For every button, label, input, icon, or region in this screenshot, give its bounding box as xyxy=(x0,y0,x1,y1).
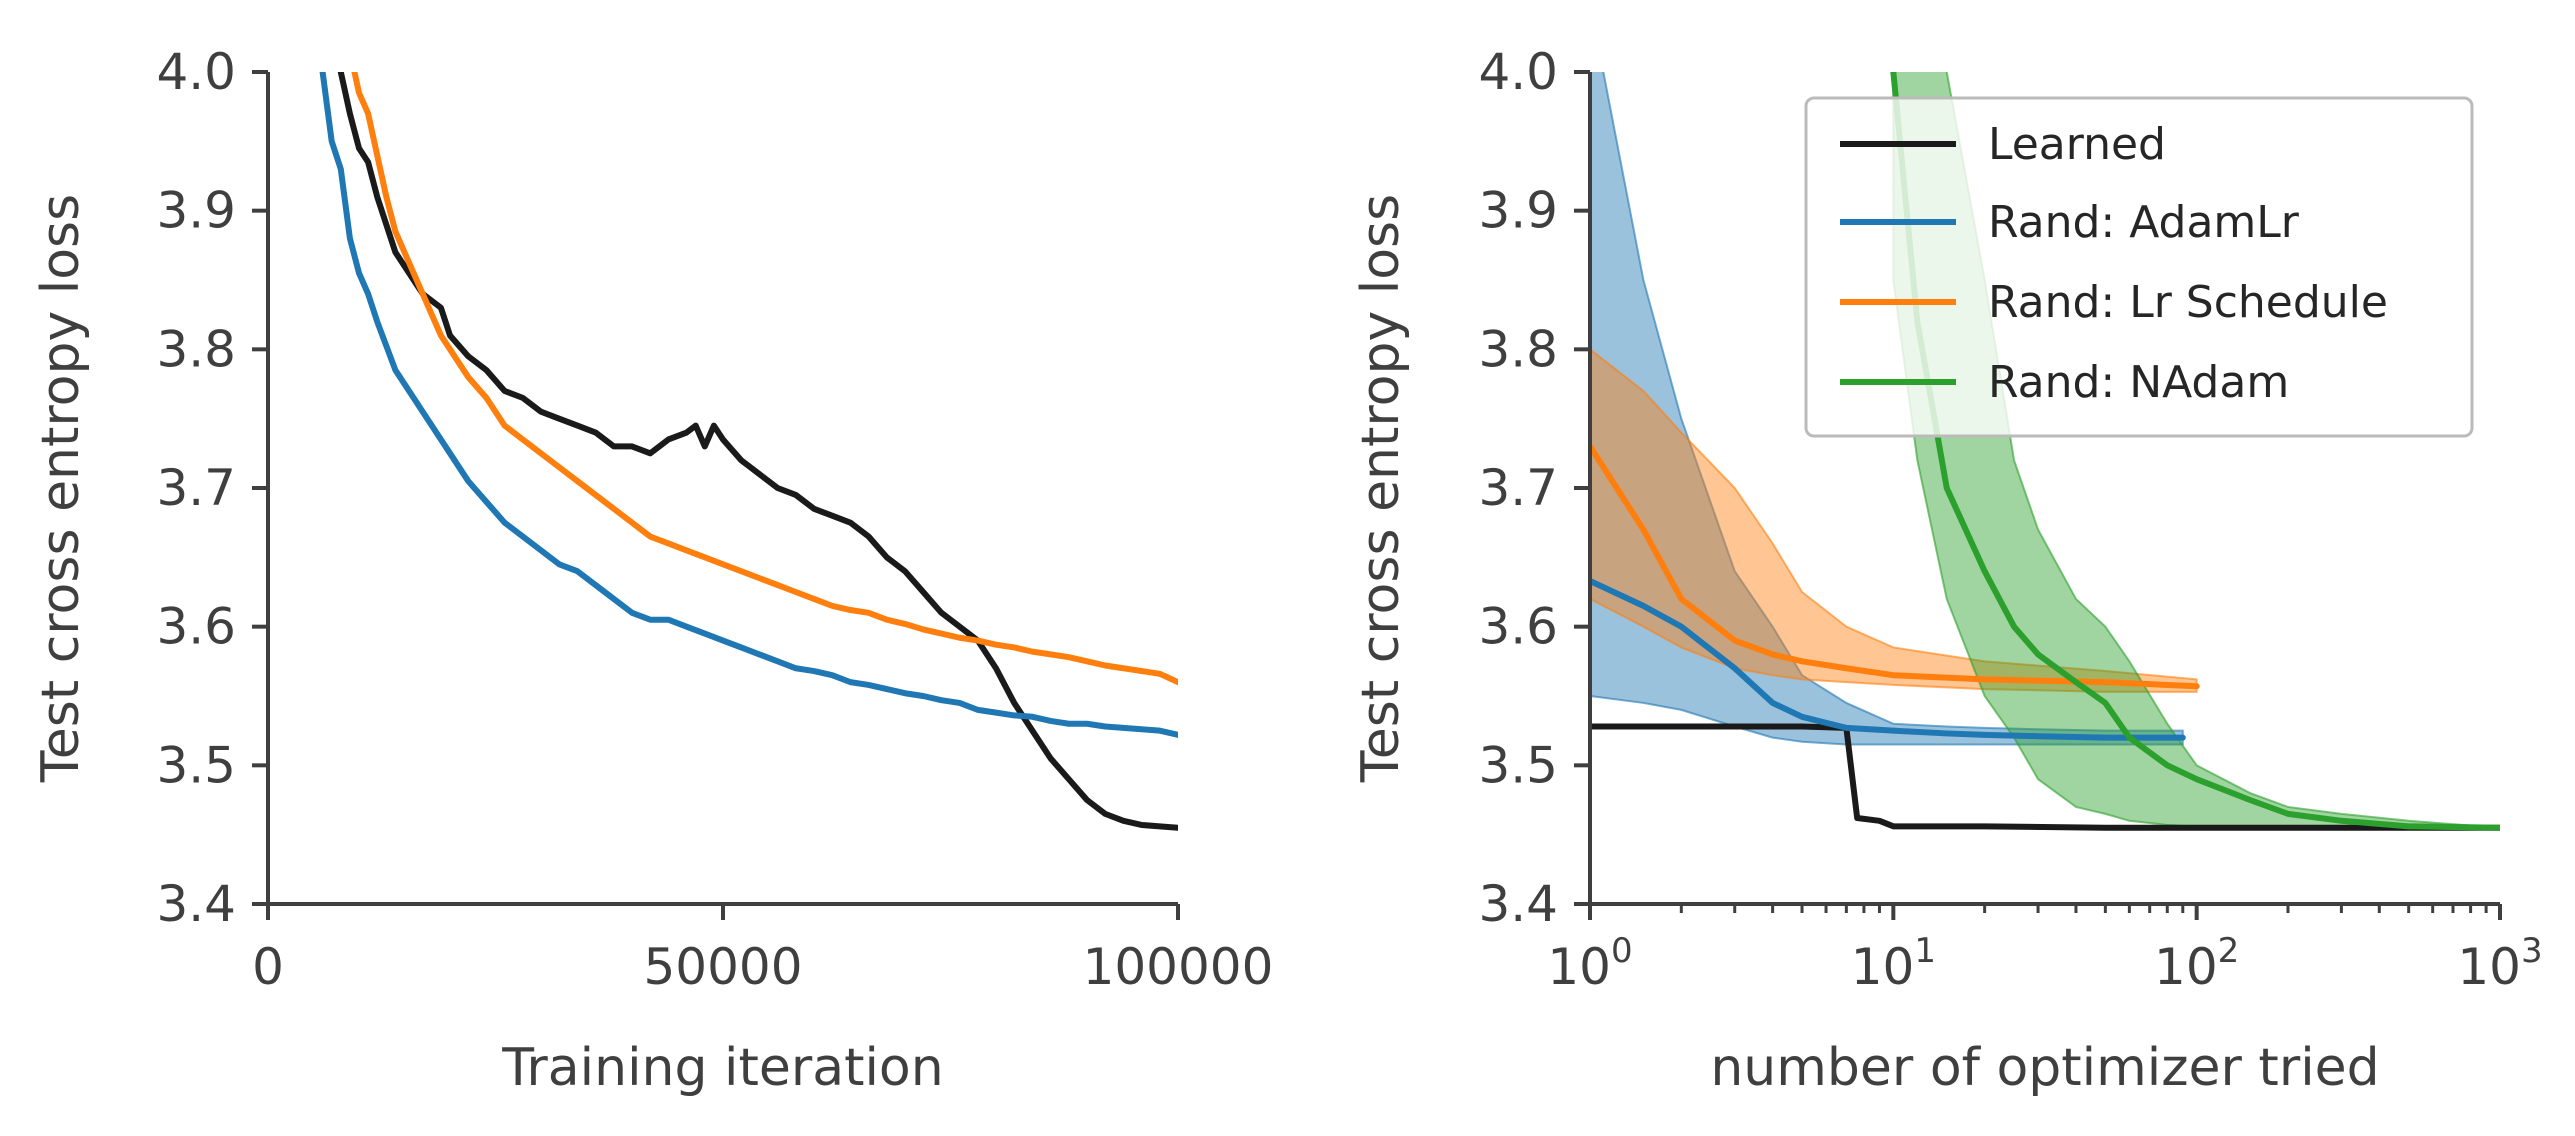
series-line-learned xyxy=(1590,723,2500,831)
y-tick-label: 3.5 xyxy=(156,736,236,794)
x-axis-title: Training iteration xyxy=(501,1038,943,1098)
confidence-band-rand-lr-schedule xyxy=(1590,348,2198,693)
y-tick-label: 3.5 xyxy=(1478,736,1558,794)
series-group xyxy=(319,72,1178,831)
legend-label-lr-schedule: Rand: Lr Schedule xyxy=(1988,277,2388,328)
axes xyxy=(1574,70,2502,920)
legend-box xyxy=(1804,96,2474,438)
x-tick-exponent: 2 xyxy=(2218,931,2240,971)
x-tick-exponent: 3 xyxy=(2521,931,2543,971)
y-tick-label: 3.4 xyxy=(156,875,236,933)
x-tick-label: 0 xyxy=(252,938,284,996)
legend-label-nadam: Rand: NAdam xyxy=(1988,357,2289,408)
y-tick-label: 3.7 xyxy=(1478,459,1558,517)
series-line-3 xyxy=(351,72,1178,686)
y-tick-label: 3.9 xyxy=(1478,182,1558,240)
y-tick-label: 3.4 xyxy=(1478,875,1558,933)
x-axis-title: number of optimizer tried xyxy=(1710,1038,2379,1098)
series-line-1 xyxy=(337,72,1178,831)
legend-label-learned: Learned xyxy=(1988,119,2166,170)
y-tick-label: 4.0 xyxy=(156,43,236,101)
y-tick-labels: 3.4 3.5 3.6 3.7 3.8 3.9 4.0 xyxy=(156,43,236,933)
axes xyxy=(252,70,1180,920)
x-tick-label: 103 xyxy=(2457,931,2542,996)
x-tick-exponent: 1 xyxy=(1914,931,1936,971)
x-tick-base: 10 xyxy=(1851,938,1915,996)
y-tick-label: 3.8 xyxy=(1478,320,1558,378)
optimizer-search-chart: 3.43.53.63.73.83.94.0 100 101 102 103 numbe… xyxy=(1351,43,2543,1098)
x-tick-base: 10 xyxy=(1547,938,1611,996)
series-line-rand-lr-schedule xyxy=(1590,443,2200,690)
x-tick-label: 100000 xyxy=(1083,938,1274,996)
series-group xyxy=(1590,72,2500,831)
y-axis-title: Test cross entropy loss xyxy=(31,194,91,783)
legend-label-adamlr: Rand: AdamLr xyxy=(1988,197,2300,248)
x-tick-labels: 0 50000 100000 xyxy=(252,938,1273,996)
series-line-rand-nadam xyxy=(1890,72,2500,831)
y-tick-label: 3.6 xyxy=(156,598,236,656)
legend: Learned Rand: AdamLr Rand: Lr Schedule R… xyxy=(1804,96,2474,438)
series-line-rand-adamlr xyxy=(1590,577,2186,741)
x-tick-label: 101 xyxy=(1851,931,1936,996)
y-tick-labels: 3.4 3.5 3.6 3.7 3.8 3.9 4.0 xyxy=(1478,43,1558,933)
x-tick-label: 102 xyxy=(2154,931,2239,996)
y-axis-title: Test cross entropy loss xyxy=(1351,194,1411,783)
x-tick-label: 100 xyxy=(1547,931,1632,996)
series-line-2 xyxy=(319,72,1178,738)
training-curve-chart: 3.4 3.5 3.6 3.7 3.8 3.9 4.0 0 50000 100000 Train… xyxy=(31,43,1273,1098)
y-tick-label: 3.9 xyxy=(156,182,236,240)
y-tick-label: 3.6 xyxy=(1478,598,1558,656)
x-tick-base: 10 xyxy=(2457,938,2521,996)
y-tick-label: 4.0 xyxy=(1478,43,1558,101)
y-tick-label: 3.7 xyxy=(156,459,236,517)
x-tick-base: 10 xyxy=(2154,938,2218,996)
x-tick-exponent: 0 xyxy=(1611,931,1633,971)
y-tick-label: 3.8 xyxy=(156,320,236,378)
x-tick-label: 50000 xyxy=(643,938,802,996)
x-tick-labels: 100 101 102 103 xyxy=(1547,931,2542,996)
